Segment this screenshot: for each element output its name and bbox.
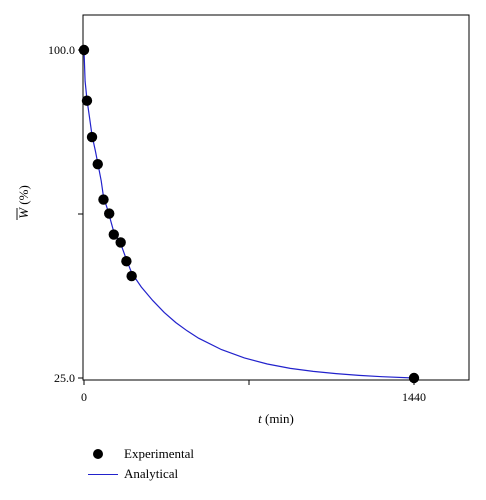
x-axis-title: t (min): [258, 411, 294, 426]
series-analytical-line: [83, 49, 415, 379]
legend-label-analytical: Analytical: [124, 466, 179, 481]
data-point: [115, 237, 126, 248]
y-tick-label: 25.0: [54, 371, 75, 385]
x-tick-label: 0: [81, 390, 87, 404]
legend: Experimental Analytical: [88, 444, 194, 484]
data-point: [86, 131, 98, 143]
x-axis-title-symbol: t: [258, 411, 262, 426]
x-axis-title-unit: (min): [262, 411, 294, 426]
axis-ticks: [78, 49, 415, 385]
legend-item-analytical: Analytical: [88, 464, 194, 484]
svg-text:W (%): W (%): [16, 185, 31, 219]
data-point: [108, 229, 119, 240]
series-experimental-points: [78, 44, 420, 384]
legend-marker-analytical: [88, 467, 118, 481]
y-axis-title: W (%): [16, 185, 31, 220]
x-tick-label: 1440: [402, 390, 426, 404]
y-axis-title-unit: (%): [16, 185, 31, 208]
legend-marker-experimental: [88, 447, 118, 461]
data-point: [81, 95, 93, 106]
data-point: [92, 158, 103, 170]
data-point: [408, 372, 420, 384]
data-point: [104, 208, 115, 219]
legend-item-experimental: Experimental: [88, 444, 194, 464]
data-point: [98, 194, 109, 205]
data-point: [121, 256, 132, 267]
plot-frame: [82, 14, 470, 381]
y-axis-title-symbol: W: [16, 207, 31, 219]
y-tick-label: 100.0: [48, 43, 75, 57]
axis-tick-labels: 0 1440 100.0 25.0: [48, 43, 426, 404]
data-point: [126, 270, 137, 282]
legend-label-experimental: Experimental: [124, 446, 195, 461]
data-point: [78, 44, 90, 56]
